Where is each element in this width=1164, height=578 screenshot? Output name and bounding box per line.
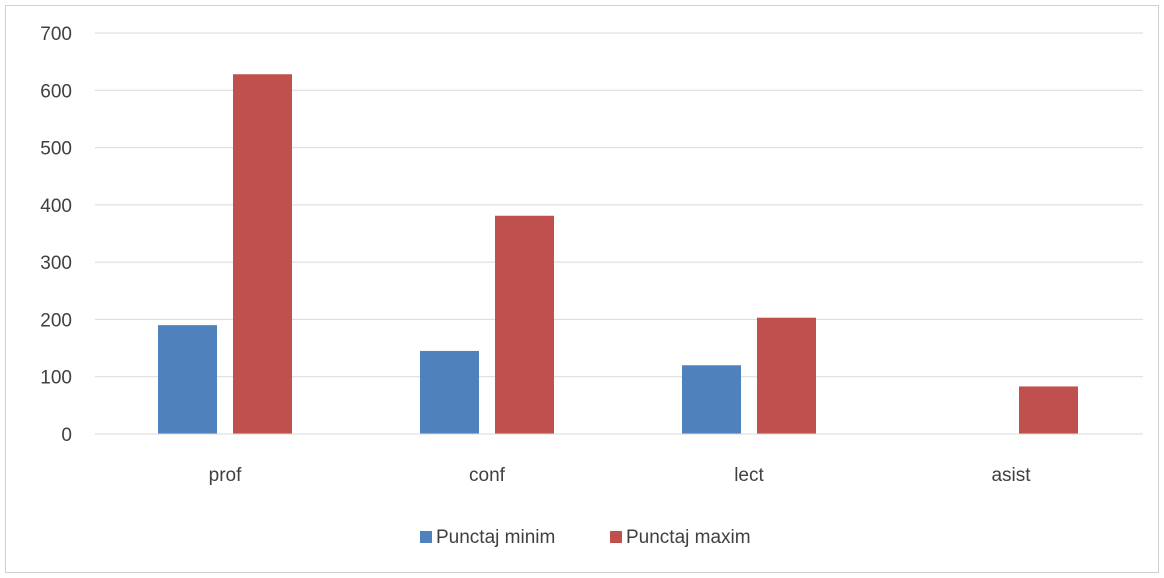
y-tick-label: 400: [40, 196, 72, 217]
y-tick-label: 100: [40, 368, 72, 389]
bar-punctaj-maxim-prof: [233, 74, 292, 434]
y-tick-label: 300: [40, 253, 72, 274]
legend-swatch: [610, 531, 622, 543]
legend: Punctaj minim Punctaj maxim: [420, 527, 751, 548]
x-tick-label: asist: [991, 465, 1031, 486]
y-tick-label: 600: [40, 81, 72, 102]
y-tick-label: 200: [40, 310, 72, 331]
bar-punctaj-minim-conf: [420, 350, 479, 434]
x-axis-tick-labels: prof conf lect asist: [209, 465, 1032, 486]
y-axis-tick-labels: 0 100 200 300 400 500 600 700: [40, 24, 72, 446]
bar-punctaj-minim-lect: [682, 365, 741, 434]
legend-swatch: [420, 531, 432, 543]
bar-punctaj-maxim-asist: [1019, 386, 1078, 434]
x-tick-label: lect: [734, 465, 764, 486]
bar-punctaj-maxim-lect: [757, 317, 816, 434]
y-tick-label: 500: [40, 139, 72, 160]
legend-label: Punctaj maxim: [626, 527, 751, 548]
bar-punctaj-maxim-conf: [495, 215, 554, 434]
bar-punctaj-minim-prof: [158, 325, 217, 434]
chart-frame: [5, 5, 1159, 573]
bars: [158, 74, 1078, 434]
legend-label: Punctaj minim: [436, 527, 555, 548]
y-tick-label: 700: [40, 24, 72, 45]
x-tick-label: prof: [209, 465, 242, 486]
y-tick-label: 0: [61, 425, 72, 446]
x-tick-label: conf: [469, 465, 506, 486]
